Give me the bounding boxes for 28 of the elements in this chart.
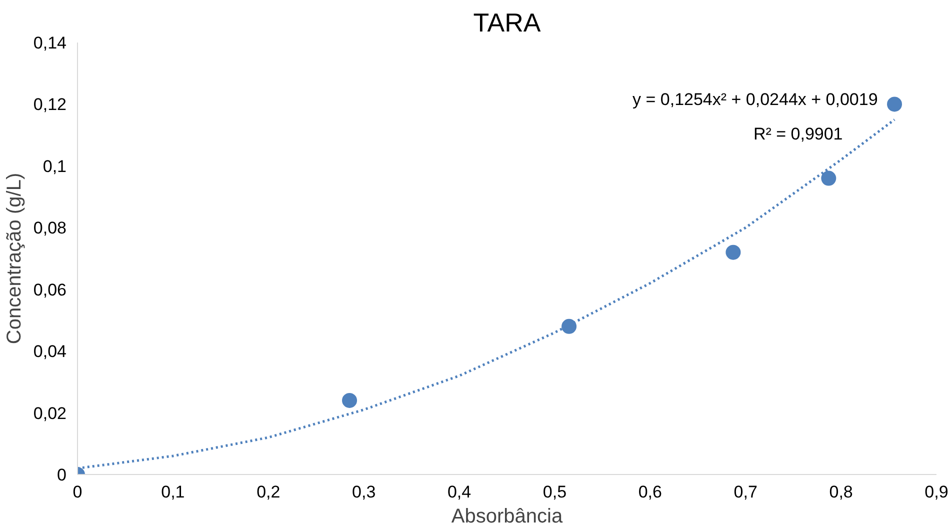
y-tick-label: 0,06 xyxy=(33,280,67,300)
x-tick-label: 0 xyxy=(72,482,82,502)
point xyxy=(562,318,577,334)
x-tick-label: 0,3 xyxy=(352,482,376,502)
x-tick-label: 0,7 xyxy=(734,482,758,502)
x-axis-title: Absorbância xyxy=(451,506,564,528)
annotation: y = 0,1254x² + 0,0244x + 0,0019 xyxy=(632,90,878,110)
y-tick-label: 0,02 xyxy=(33,404,67,423)
y-axis-title: Concentração (g/L) xyxy=(3,172,26,344)
x-tick-label: 0,6 xyxy=(638,482,662,502)
y-tick-label: 0,12 xyxy=(33,95,67,114)
x-tick-label: 0,5 xyxy=(542,482,567,502)
x-tick-label: 0,9 xyxy=(924,482,948,502)
y-tick-label: 0,04 xyxy=(33,342,67,362)
y-tick-label: 0,14 xyxy=(33,34,67,52)
point xyxy=(726,244,741,260)
y-tick-label: 0 xyxy=(57,466,67,484)
point xyxy=(887,96,902,112)
chart-title: TARA xyxy=(473,8,542,38)
point xyxy=(342,392,358,408)
x-tick-label: 0,2 xyxy=(256,482,280,502)
y-tick-label: 0,08 xyxy=(33,218,67,238)
annotation: R² = 0,9901 xyxy=(753,124,843,144)
point xyxy=(821,170,836,186)
x-tick-label: 0,8 xyxy=(829,482,853,502)
x-tick-label: 0,4 xyxy=(447,482,472,502)
y-tick-label: 0,1 xyxy=(42,156,67,176)
x-tick-label: 0,1 xyxy=(161,482,185,502)
